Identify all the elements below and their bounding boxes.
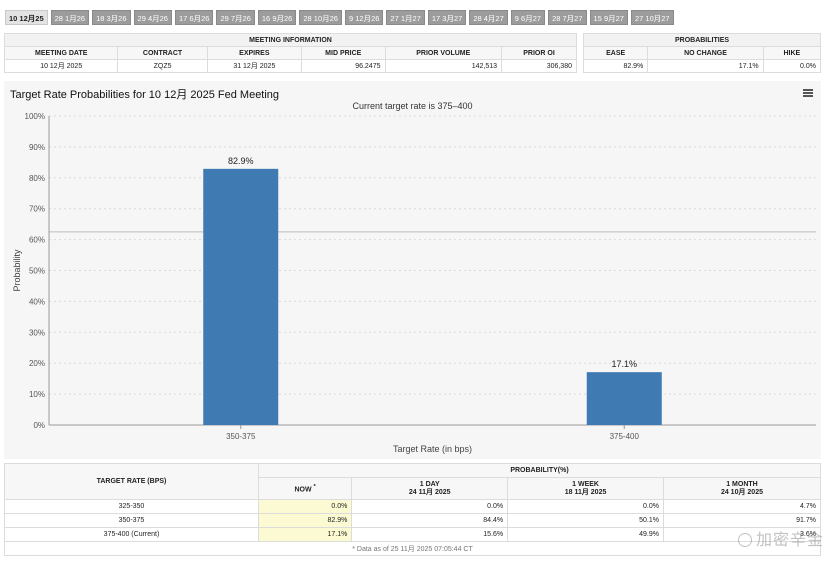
probabilities-table: PROBABILITIES EASE NO CHANGE HIKE 82.9% …: [582, 33, 822, 73]
col-now: NOW *: [257, 477, 353, 500]
meeting-tab[interactable]: 27 1月27: [386, 10, 425, 25]
y-tick-label: 90%: [29, 143, 45, 152]
y-tick-label: 100%: [25, 112, 45, 121]
probability-history-table: TARGET RATE (BPS) PROBABILITY(%) NOW * 1…: [4, 463, 822, 556]
y-tick-label: 80%: [29, 174, 45, 183]
col-target-rate: TARGET RATE (BPS): [4, 463, 259, 500]
meeting-date-value: 10 12月 2025: [3, 59, 119, 73]
meeting-tab[interactable]: 18 3月26: [92, 10, 131, 25]
table-row: 375-400 (Current) 17.1% 15.6% 49.9% 3.6%: [4, 527, 822, 542]
col-1-month: 1 MONTH 24 10月 2025: [662, 477, 822, 500]
prior-oi-value: 306,380: [501, 59, 577, 73]
chart-subtitle: Current target rate is 375–400: [352, 101, 473, 111]
meeting-tab[interactable]: 27 10月27: [630, 10, 674, 25]
probabilities-header: PROBABILITIES: [583, 33, 821, 47]
table-row: 325-350 0.0% 0.0% 0.0% 4.7%: [4, 499, 822, 514]
table-row: 350-375 82.9% 84.4% 50.1% 91.7%: [4, 513, 822, 528]
col-meeting-date: MEETING DATE: [3, 46, 119, 60]
y-tick-label: 50%: [29, 267, 45, 276]
y-tick-label: 30%: [29, 328, 45, 337]
meeting-info-header: MEETING INFORMATION: [4, 33, 577, 47]
bar: [586, 372, 662, 425]
meeting-tab[interactable]: 17 6月26: [174, 10, 214, 25]
col-mid-price: MID PRICE: [301, 46, 386, 60]
y-tick-label: 60%: [29, 236, 45, 245]
col-1-week: 1 WEEK 18 11月 2025: [507, 477, 664, 500]
y-tick-label: 10%: [29, 390, 45, 399]
meeting-tab[interactable]: 28 10月26: [299, 10, 342, 25]
meeting-tab[interactable]: 15 9月27: [589, 10, 628, 25]
x-tick-label: 375-400: [610, 432, 640, 441]
col-probability: PROBABILITY(%): [258, 463, 821, 478]
watermark-logo-icon: [737, 533, 752, 547]
bar: [203, 168, 279, 425]
col-hike: HIKE: [762, 46, 822, 60]
meeting-tab[interactable]: 9 6月27: [510, 10, 546, 25]
meeting-tab[interactable]: 10 12月25: [5, 10, 48, 25]
meeting-tab[interactable]: 9 12月26: [344, 10, 384, 25]
hamburger-menu-icon[interactable]: [803, 89, 813, 97]
bar-data-label: 17.1%: [611, 359, 637, 369]
y-tick-label: 0%: [33, 421, 45, 430]
hike-value: 0.0%: [762, 59, 822, 73]
col-no-change: NO CHANGE: [647, 46, 764, 60]
meeting-tab-bar: 10 12月25 28 1月26 18 3月26 29 4月26 17 6月26 29 7…: [5, 10, 674, 25]
meeting-tab[interactable]: 17 3月27: [427, 10, 467, 25]
chart-plot-area: 0% 10% 20% 30% 40% 50% 60% 70% 80% 90% 100% 82.9% 35…: [12, 112, 816, 454]
y-axis-title: Probability: [12, 249, 22, 292]
no-change-value: 17.1%: [647, 59, 764, 73]
watermark: 加密辛金: [737, 526, 824, 550]
meeting-tab[interactable]: 28 1月26: [50, 10, 90, 25]
chart-title: Target Rate Probabilities for 10 12月 202…: [10, 89, 280, 101]
target-rate-chart: Target Rate Probabilities for 10 12月 202…: [4, 81, 821, 459]
expires-value: 31 12月 2025: [206, 59, 303, 73]
bar-data-label: 82.9%: [228, 156, 254, 166]
plot-background: [49, 116, 816, 425]
contract-value: ZQZ5: [117, 59, 208, 73]
col-expires: EXPIRES: [206, 46, 303, 60]
col-contract: CONTRACT: [117, 46, 208, 60]
col-1-day: 1 DAY 24 11月 2025: [351, 477, 509, 500]
ease-value: 82.9%: [582, 59, 649, 73]
prior-volume-value: 142,513: [384, 59, 503, 73]
meeting-information-table: MEETING INFORMATION MEETING DATE CONTRAC…: [3, 33, 577, 73]
mid-price-value: 96.2475: [301, 59, 386, 73]
col-prior-oi: PRIOR OI: [501, 46, 577, 60]
y-tick-label: 70%: [29, 205, 45, 214]
x-axis-title: Target Rate (in bps): [393, 444, 472, 454]
col-ease: EASE: [582, 46, 649, 60]
y-tick-label: 20%: [29, 359, 45, 368]
meeting-tab[interactable]: 29 4月26: [133, 10, 172, 25]
meeting-tab[interactable]: 28 4月27: [469, 10, 508, 25]
y-tick-label: 40%: [29, 297, 45, 306]
data-timestamp-footnote: * Data as of 25 11月 2025 07:05:44 CT: [4, 541, 821, 556]
meeting-tab[interactable]: 29 7月26: [216, 10, 255, 25]
col-prior-volume: PRIOR VOLUME: [384, 46, 503, 60]
x-tick-label: 350-375: [226, 432, 256, 441]
meeting-tab[interactable]: 16 9月26: [257, 10, 297, 25]
meeting-tab[interactable]: 28 7月27: [548, 10, 587, 25]
